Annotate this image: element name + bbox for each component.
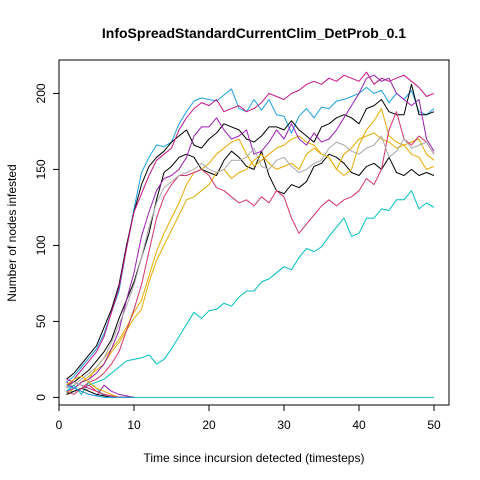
y-tick-label: 100: [34, 235, 48, 255]
x-axis-label: Time since incursion detected (timesteps…: [144, 451, 365, 465]
y-axis-label: Number of nodes infested: [5, 164, 19, 301]
y-axis: 0 50 100 150 200: [34, 83, 60, 401]
series-line-4: [66, 150, 435, 386]
series-line-5: [66, 108, 435, 395]
x-tick-label: 50: [427, 418, 441, 432]
x-tick-label: 10: [127, 418, 141, 432]
y-tick-label: 200: [34, 83, 48, 103]
series-group: [66, 71, 435, 398]
series-line-18: [66, 384, 134, 398]
chart-title: InfoSpreadStandardCurrentClim_DetProb_0.…: [102, 25, 406, 41]
x-tick-label: 20: [202, 418, 216, 432]
y-tick-label: 50: [34, 314, 48, 328]
plot-frame: [58, 59, 450, 406]
y-tick-label: 150: [34, 159, 48, 179]
y-tick-label: 0: [34, 394, 48, 401]
x-axis: 0 10 20 30 40 50: [56, 404, 441, 432]
x-tick-label: 40: [352, 418, 366, 432]
series-line-10: [66, 135, 435, 389]
series-line-7: [66, 71, 435, 389]
x-tick-label: 0: [56, 418, 63, 432]
x-tick-label: 30: [277, 418, 291, 432]
series-line-1: [66, 190, 435, 394]
series-line-9: [66, 111, 435, 395]
series-line-8: [66, 74, 435, 392]
series-line-6: [66, 132, 435, 392]
